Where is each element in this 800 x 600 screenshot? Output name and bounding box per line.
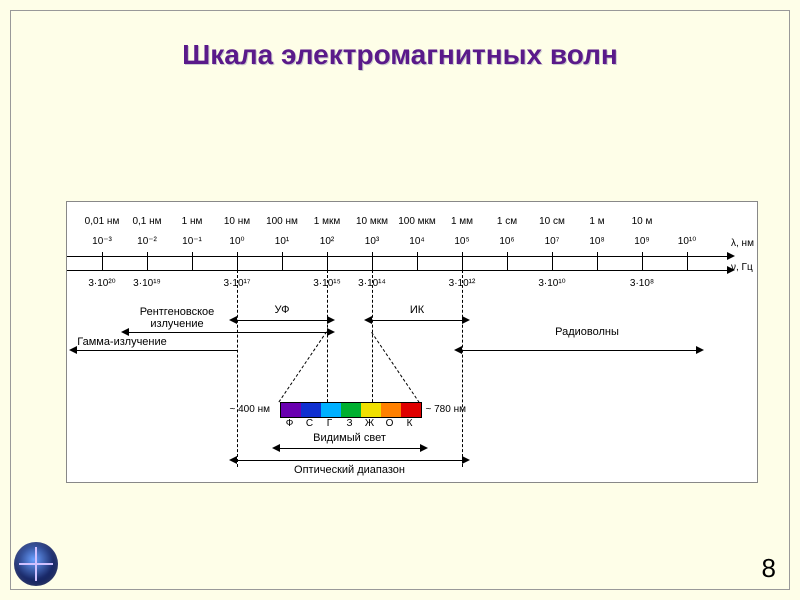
wavelength-tick-label: 1 м: [589, 216, 604, 227]
visible-spectrum-bar: [280, 402, 422, 418]
exponent-tick-label: 10⁻²: [137, 236, 157, 247]
wavelength-tick-label: 1 мкм: [314, 216, 340, 227]
wavelength-tick-label: 10 мкм: [356, 216, 388, 227]
wavelength-tick-label: 10 м: [632, 216, 653, 227]
radio-region-label: Радиоволны: [555, 326, 619, 338]
exponent-tick-label: 10¹⁰: [678, 236, 696, 247]
wavelength-tick-label: 0,1 нм: [132, 216, 161, 227]
gamma-region-label: Гамма-излучение: [77, 336, 167, 348]
spectrum-diagram: 0,01 нм 10⁻³ 0,1 нм 10⁻² 1 нм 10⁻¹ 10 нм 10⁰ 100…: [66, 201, 758, 483]
exponent-tick-label: 10⁹: [634, 236, 649, 247]
lambda-axis-label: λ, нм: [731, 238, 754, 249]
uv-region-label: УФ: [275, 304, 290, 316]
wavelength-tick-label: 0,01 нм: [85, 216, 120, 227]
visible-color-letters: ФСГЗЖОК: [280, 418, 420, 429]
exponent-tick-label: 10¹: [275, 236, 289, 247]
axis-line: [67, 256, 727, 257]
boundary-dashed-line: [237, 270, 238, 467]
exponent-tick-label: 10⁻¹: [182, 236, 202, 247]
wavelength-tick-label: 1 см: [497, 216, 517, 227]
exponent-tick-label: 10⁸: [589, 236, 604, 247]
wavelength-tick-label: 100 мкм: [398, 216, 436, 227]
frequency-tick-label: 3·10¹⁹: [133, 278, 161, 289]
page-title: Шкала электромагнитных волн: [11, 39, 789, 71]
exponent-tick-label: 10⁷: [545, 236, 560, 247]
wavelength-tick-label: 10 нм: [224, 216, 250, 227]
freq-axis-label: ν, Гц: [731, 262, 753, 273]
ir-region-label: ИК: [410, 304, 424, 316]
visible-left-nm: ~ 400 нм: [230, 404, 270, 415]
exponent-tick-label: 10⁻³: [92, 236, 112, 247]
exponent-tick-label: 10²: [320, 236, 334, 247]
boundary-dashed-line: [372, 270, 373, 417]
boundary-dashed-line: [327, 270, 328, 417]
exponent-tick-label: 10⁴: [409, 236, 424, 247]
exponent-tick-label: 10⁰: [229, 236, 244, 247]
frequency-tick-label: 3·10⁸: [630, 278, 654, 289]
page-number: 8: [762, 553, 776, 584]
exponent-tick-label: 10⁵: [454, 236, 469, 247]
frequency-tick-label: 3·10²⁰: [88, 278, 115, 289]
exponent-tick-label: 10⁶: [499, 236, 514, 247]
boundary-dashed-line: [462, 270, 463, 467]
frequency-tick-label: 3·10¹⁰: [538, 278, 565, 289]
visible-caption: Видимый свет: [313, 432, 386, 444]
optical-region-label: Оптический диапазон: [294, 464, 405, 476]
wavelength-tick-label: 10 см: [539, 216, 565, 227]
wavelength-tick-label: 100 нм: [266, 216, 298, 227]
exponent-tick-label: 10³: [365, 236, 379, 247]
wavelength-tick-label: 1 нм: [182, 216, 203, 227]
logo-icon: [14, 542, 58, 586]
xray-region-label: Рентгеновское: [140, 306, 215, 318]
wavelength-tick-label: 1 мм: [451, 216, 473, 227]
visible-right-nm: ~ 780 нм: [426, 404, 466, 415]
